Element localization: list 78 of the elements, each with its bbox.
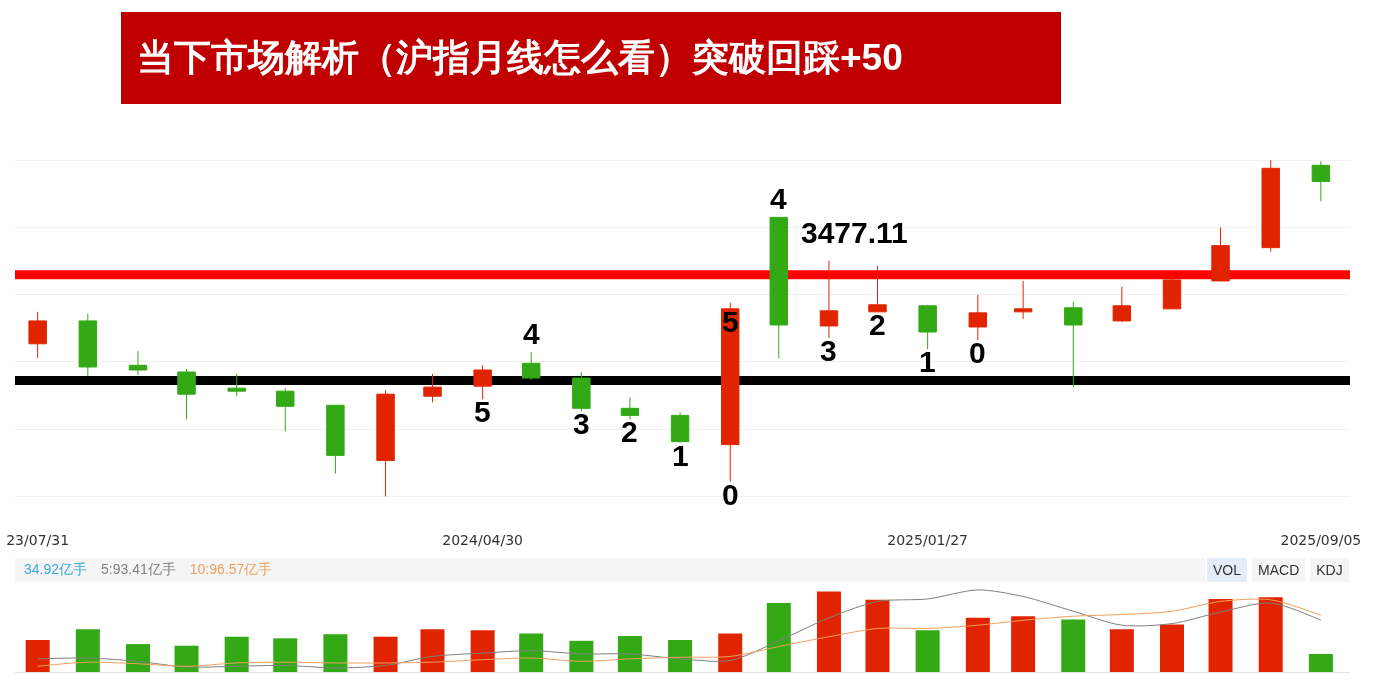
chart-title: 当下市场解析（沪指月线怎么看）突破回踩+50 — [137, 36, 903, 80]
bar — [865, 599, 890, 672]
x-tick-label: 2025/01/27 — [887, 532, 968, 548]
bar — [420, 629, 445, 672]
annotation: 5 — [722, 305, 739, 338]
annotation: 2 — [869, 308, 886, 341]
bar — [174, 645, 199, 672]
tab-button: KDJ — [1310, 558, 1349, 582]
candlestick — [1211, 226, 1230, 282]
candlestick — [572, 371, 591, 412]
candlestick — [968, 294, 988, 341]
candlestick — [769, 216, 788, 359]
candlestick — [1112, 286, 1132, 323]
annotation: 2 — [621, 415, 638, 448]
annotation: 1 — [919, 345, 936, 378]
x-tick-label: 2025/09/05 — [1280, 532, 1362, 548]
bar — [1208, 598, 1233, 672]
candlestick — [670, 411, 690, 444]
annotation: 5 — [474, 395, 491, 428]
candlestick — [128, 350, 148, 376]
bar — [25, 639, 50, 672]
bar — [569, 640, 594, 672]
x-tick-label: 23/07/31 — [6, 532, 70, 548]
tab-button: MACD — [1252, 558, 1306, 582]
candlestick — [177, 368, 196, 420]
candlestick — [376, 389, 395, 497]
candlestick — [819, 260, 839, 339]
candlestick — [918, 304, 937, 350]
bar — [1159, 624, 1185, 672]
bar — [668, 639, 693, 672]
bar — [766, 603, 791, 672]
annotation: 3 — [573, 407, 590, 440]
text: 5:93.41亿手 — [101, 561, 176, 579]
annotation: 0 — [969, 336, 986, 369]
bar — [1308, 653, 1333, 672]
annotation: 0 — [722, 478, 739, 511]
annotation: 4 — [523, 317, 540, 350]
bar — [816, 591, 841, 672]
candlestick — [78, 313, 98, 377]
bar — [519, 633, 544, 672]
candlestick — [276, 387, 295, 433]
bar — [718, 633, 743, 672]
bar — [373, 636, 398, 672]
candlestick — [1013, 280, 1033, 320]
bar — [1061, 619, 1086, 672]
candlestick — [620, 396, 640, 420]
tab-button: VOL — [1207, 558, 1247, 582]
annotation: 4 — [770, 182, 787, 215]
bar — [915, 630, 940, 672]
bar — [1109, 629, 1134, 672]
bar — [965, 617, 990, 672]
text: 34.92亿手 — [24, 561, 88, 579]
bar — [1011, 616, 1036, 672]
candlestick — [868, 265, 887, 313]
candlestick — [473, 364, 492, 400]
bar — [323, 634, 348, 672]
bar — [470, 630, 495, 672]
candlestick — [721, 302, 740, 483]
candlestick — [1311, 160, 1331, 202]
bar — [125, 644, 150, 672]
candlestick — [28, 311, 47, 359]
candlestick — [326, 404, 345, 475]
candlestick — [423, 373, 442, 403]
bar — [273, 638, 298, 672]
candlestick — [227, 373, 246, 397]
annotation: 3 — [820, 334, 837, 367]
bar — [1258, 597, 1283, 672]
candlestick — [1162, 276, 1182, 310]
annotation: 1 — [672, 439, 689, 472]
bar — [75, 629, 100, 672]
x-tick-label: 2024/04/30 — [442, 532, 523, 548]
candlestick — [1261, 159, 1280, 253]
candlestick — [1064, 301, 1083, 388]
bar — [617, 635, 642, 672]
annotation: 3477.11 — [801, 216, 908, 249]
bar — [224, 636, 249, 672]
candlestick — [521, 351, 541, 381]
text: 10:96.57亿手 — [189, 561, 273, 579]
